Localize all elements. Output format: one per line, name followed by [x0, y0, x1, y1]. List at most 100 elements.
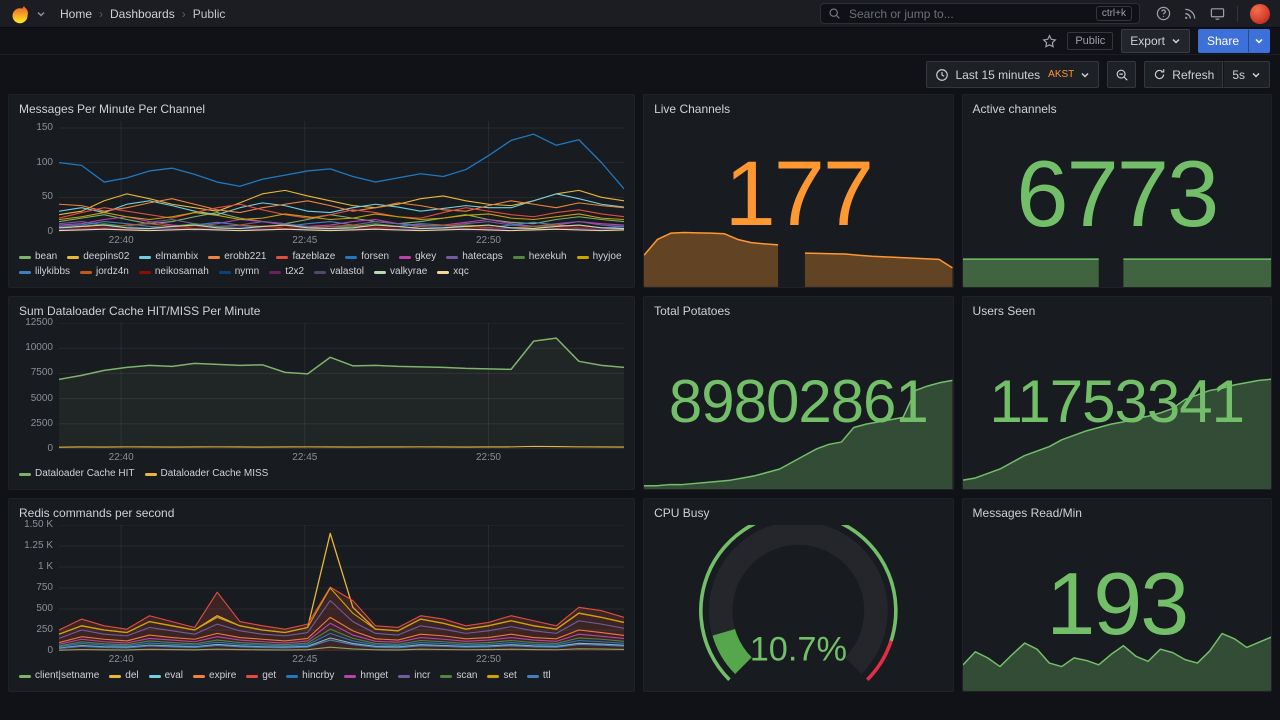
panel-title[interactable]: Redis commands per second — [19, 506, 175, 520]
help-icon[interactable] — [1156, 6, 1171, 21]
legend-label: lilykibbs — [35, 266, 71, 277]
share-menu-button[interactable] — [1248, 29, 1270, 53]
legend-item-get[interactable]: get — [246, 669, 276, 683]
legend-item-xqc[interactable]: xqc — [437, 265, 469, 279]
legend-item-lilykibbs[interactable]: lilykibbs — [19, 265, 70, 279]
stat-value: 6773 — [1016, 140, 1219, 246]
y-axis-tick: 2500 — [30, 417, 53, 429]
legend-item-expire[interactable]: expire — [193, 669, 236, 683]
panel-messages-per-minute: Messages Per Minute Per Channel 0 50 100 15… — [8, 94, 636, 288]
breadcrumb-dashboards[interactable]: Dashboards — [110, 6, 175, 21]
legend-swatch — [19, 674, 31, 678]
x-axis-tick: 22:40 — [108, 235, 134, 246]
export-button[interactable]: Export — [1121, 29, 1190, 53]
legend-item-forsen[interactable]: forsen — [345, 250, 389, 264]
timeseries-chart[interactable] — [59, 121, 624, 232]
timeseries-chart[interactable] — [59, 525, 625, 651]
legend-item-t2x2[interactable]: t2x2 — [269, 265, 304, 279]
refresh-button[interactable]: Refresh — [1144, 61, 1224, 88]
share-button[interactable]: Share — [1197, 29, 1248, 53]
timezone-label: AKST — [1048, 69, 1075, 80]
legend-item-hexekuh[interactable]: hexekuh — [512, 250, 567, 264]
panel-title[interactable]: Sum Dataloader Cache HIT/MISS Per Minute — [19, 304, 261, 318]
sparkline — [644, 230, 953, 287]
panel-title[interactable]: Users Seen — [972, 304, 1036, 318]
dashboard-controls: Last 15 minutes AKST Refresh 5s — [10, 61, 1270, 88]
legend-label: ttl — [542, 670, 551, 681]
y-axis-tick: 50 — [41, 191, 53, 203]
legend-swatch — [440, 674, 453, 678]
zoom-out-button[interactable] — [1107, 61, 1137, 88]
legend-item-del[interactable]: del — [109, 669, 139, 683]
legend-item-valastol[interactable]: valastol — [314, 265, 364, 279]
y-axis-tick: 0 — [47, 226, 53, 237]
legend-item-hatecaps[interactable]: hatecaps — [446, 250, 503, 264]
legend-item-nymn[interactable]: nymn — [218, 265, 259, 279]
legend-item-gkey[interactable]: gkey — [399, 250, 436, 264]
legend-swatch — [487, 674, 500, 678]
rss-icon[interactable] — [1183, 6, 1198, 21]
star-button[interactable] — [1040, 32, 1059, 51]
legend-item-hmget[interactable]: hmget — [344, 669, 388, 683]
grafana-logo-icon[interactable] — [10, 4, 30, 24]
legend-item-Dataloader Cache HIT[interactable]: Dataloader Cache HIT — [19, 467, 135, 481]
legend-swatch — [80, 270, 93, 274]
legend-label: set — [503, 670, 517, 681]
legend-item-erobb221[interactable]: erobb221 — [208, 250, 266, 264]
stat-body: 6773 — [962, 121, 1271, 287]
breadcrumb-home[interactable]: Home — [60, 6, 93, 21]
legend-swatch — [276, 255, 289, 259]
panel-title[interactable]: Live Channels — [654, 102, 731, 116]
legend-item-hincrby[interactable]: hincrby — [286, 669, 334, 683]
panel-title[interactable]: Total Potatoes — [654, 304, 731, 318]
legend-item-elmambix[interactable]: elmambix — [139, 250, 198, 264]
x-axis-tick: 22:40 — [108, 654, 134, 665]
y-axis: 0 50 100 150 — [19, 121, 59, 236]
sparkline — [962, 254, 1271, 287]
legend-label: gkey — [415, 251, 437, 262]
legend-item-jordz4n[interactable]: jordz4n — [80, 265, 129, 279]
panel-active-channels: Active channels 6773 — [961, 94, 1272, 288]
legend-item-client|setname[interactable]: client|setname — [19, 669, 99, 683]
panel-live-channels: Live Channels 177 — [643, 94, 954, 288]
x-axis-tick: 22:50 — [475, 235, 501, 246]
time-range-picker[interactable]: Last 15 minutes AKST — [926, 61, 1100, 88]
timeseries-body: 0 50 100 150 — [19, 121, 624, 237]
legend-item-scan[interactable]: scan — [440, 669, 477, 683]
legend-item-fazeblaze[interactable]: fazeblaze — [276, 250, 335, 264]
legend-swatch — [208, 255, 221, 259]
legend-item-eval[interactable]: eval — [148, 669, 183, 683]
avatar[interactable] — [1250, 3, 1270, 24]
refresh-interval-dropdown[interactable]: 5s — [1223, 61, 1270, 88]
y-axis-tick: 12500 — [25, 317, 53, 328]
legend-item-neikosamah[interactable]: neikosamah — [138, 265, 209, 279]
panel-title[interactable]: Active channels — [972, 102, 1057, 116]
search-bar[interactable]: ctrl+k — [820, 3, 1140, 24]
legend-item-bean[interactable]: bean — [19, 250, 57, 264]
chevron-down-icon[interactable] — [36, 9, 46, 19]
x-axis: 22:40 22:45 22:50 — [59, 449, 624, 463]
y-axis: 0 2500 5000 7500 10000 12500 — [19, 318, 59, 454]
legend-label: hatecaps — [462, 251, 503, 262]
legend-item-deepins02[interactable]: deepins02 — [67, 250, 129, 264]
x-axis-row: 22:40 22:45 22:50 — [19, 232, 624, 246]
sparkline — [644, 377, 953, 489]
panel-title[interactable]: CPU Busy — [654, 506, 710, 520]
monitor-icon[interactable] — [1210, 6, 1225, 21]
legend-item-incr[interactable]: incr — [398, 669, 430, 683]
legend-item-Dataloader Cache MISS[interactable]: Dataloader Cache MISS — [144, 467, 268, 481]
legend-item-valkyrae[interactable]: valkyrae — [374, 265, 427, 279]
legend-item-ttl[interactable]: ttl — [526, 669, 551, 683]
legend-item-set[interactable]: set — [487, 669, 517, 683]
legend-label: incr — [414, 670, 431, 681]
panel-title[interactable]: Messages Per Minute Per Channel — [19, 102, 206, 116]
search-input[interactable] — [847, 5, 1090, 22]
breadcrumb-current: Public — [192, 6, 226, 21]
timeseries-chart[interactable] — [59, 323, 625, 449]
top-navigation: Home › Dashboards › Public ctrl+k — [0, 0, 1280, 28]
legend-item-hyyjoe[interactable]: hyyjoe — [576, 250, 622, 264]
chevron-down-icon — [1172, 38, 1180, 44]
legend-swatch — [446, 255, 459, 259]
x-axis: 22:40 22:45 22:50 — [59, 651, 624, 665]
panel-title[interactable]: Messages Read/Min — [972, 506, 1082, 520]
